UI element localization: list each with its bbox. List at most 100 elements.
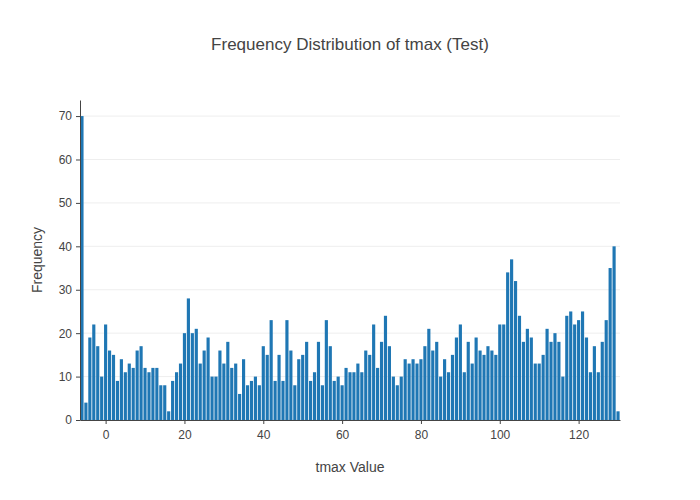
bar — [266, 355, 269, 420]
bar — [427, 329, 430, 420]
bar — [84, 403, 87, 420]
x-tick-label: 20 — [178, 428, 192, 442]
y-tick: 60 — [59, 153, 80, 167]
bar — [183, 333, 186, 420]
y-tick-label: 20 — [59, 327, 73, 341]
bar — [613, 246, 616, 420]
bar — [112, 355, 115, 420]
bar — [388, 346, 391, 420]
grid-line — [80, 246, 620, 247]
grid-line — [80, 116, 620, 117]
bar — [262, 346, 265, 420]
y-tick: 50 — [59, 196, 80, 210]
y-tick-label: 30 — [59, 283, 73, 297]
bar — [538, 364, 541, 420]
x-tick-label: 120 — [569, 428, 589, 442]
bar — [514, 281, 517, 420]
chart-container: 020406080100120010203040506070Frequency … — [0, 0, 700, 500]
y-tick-mark — [76, 377, 80, 378]
bar — [616, 411, 619, 420]
bar — [443, 359, 446, 420]
chart-title: Frequency Distribution of tmax (Test) — [211, 35, 489, 54]
bar — [439, 377, 442, 420]
bar — [605, 320, 608, 420]
bar — [250, 381, 253, 420]
y-tick-label: 50 — [59, 196, 73, 210]
bar — [297, 359, 300, 420]
bar — [609, 268, 612, 420]
x-tick-mark — [579, 420, 580, 424]
bar — [179, 364, 182, 420]
bar — [549, 342, 552, 420]
bar — [565, 316, 568, 420]
bar — [415, 364, 418, 420]
bar — [376, 368, 379, 420]
y-tick: 70 — [59, 109, 80, 123]
x-tick: 20 — [178, 420, 192, 442]
x-tick-label: 100 — [490, 428, 510, 442]
bar — [124, 372, 127, 420]
y-tick: 10 — [59, 370, 80, 384]
grid-line — [80, 159, 620, 160]
bar — [277, 355, 280, 420]
bar — [128, 364, 131, 420]
bar — [553, 333, 556, 420]
x-tick-mark — [500, 420, 501, 424]
bar — [455, 338, 458, 420]
bar — [510, 259, 513, 420]
bar — [502, 324, 505, 420]
bar — [577, 320, 580, 420]
bar — [478, 351, 481, 420]
y-axis: 010203040506070 — [59, 101, 81, 428]
bar — [494, 355, 497, 420]
bar — [274, 381, 277, 420]
bar — [167, 411, 170, 420]
bar — [242, 359, 245, 420]
bar — [581, 311, 584, 420]
bar — [175, 372, 178, 420]
bar — [396, 385, 399, 420]
bar — [518, 316, 521, 420]
y-tick-mark — [76, 290, 80, 291]
bar — [329, 346, 332, 420]
bar — [147, 372, 150, 420]
bar — [104, 324, 107, 420]
bar — [325, 320, 328, 420]
bar — [408, 364, 411, 420]
bar — [392, 377, 395, 420]
bar — [534, 364, 537, 420]
x-tick-mark — [263, 420, 264, 424]
x-tick: 40 — [257, 420, 271, 442]
bar — [136, 351, 139, 420]
bar — [546, 329, 549, 420]
bar — [313, 372, 316, 420]
x-tick-mark — [421, 420, 422, 424]
x-tick: 60 — [336, 420, 350, 442]
bar — [226, 342, 229, 420]
bar — [155, 368, 158, 420]
bar — [100, 377, 103, 420]
bar — [132, 368, 135, 420]
bar — [471, 364, 474, 420]
bar — [348, 372, 351, 420]
bar — [333, 381, 336, 420]
y-tick-mark — [76, 420, 80, 421]
bar — [585, 338, 588, 420]
bar — [344, 368, 347, 420]
x-axis-title: tmax Value — [316, 459, 385, 475]
bar — [96, 346, 99, 420]
bar — [423, 346, 426, 420]
bar — [116, 381, 119, 420]
bar — [171, 381, 174, 420]
x-axis-line — [81, 420, 621, 421]
bar — [557, 342, 560, 420]
bar — [419, 359, 422, 420]
x-tick: 80 — [415, 420, 429, 442]
y-tick-mark — [76, 116, 80, 117]
bar — [486, 346, 489, 420]
bar — [246, 385, 249, 420]
bar — [187, 298, 190, 420]
y-tick-mark — [76, 333, 80, 334]
y-axis-line — [80, 101, 81, 421]
y-tick-label: 70 — [59, 109, 73, 123]
